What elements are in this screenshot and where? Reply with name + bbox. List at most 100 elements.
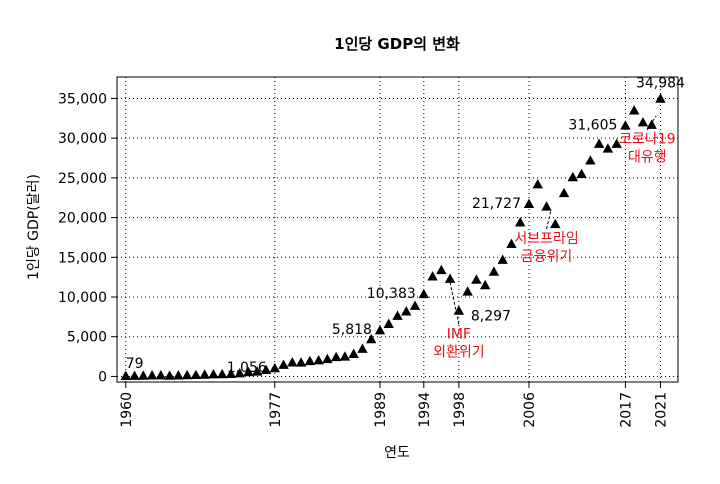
data-point bbox=[646, 119, 657, 129]
data-point bbox=[401, 306, 412, 316]
event-label: 코로나19 bbox=[619, 132, 675, 148]
data-point bbox=[146, 370, 158, 380]
data-point bbox=[252, 366, 263, 376]
event-label: 서브프라임 bbox=[514, 231, 578, 247]
data-point bbox=[593, 138, 605, 148]
x-tick-label: 2006 bbox=[522, 392, 538, 428]
y-tick-label: 30,000 bbox=[58, 131, 107, 147]
data-point bbox=[576, 168, 587, 179]
data-point bbox=[409, 300, 421, 310]
data-point bbox=[392, 310, 403, 320]
data-point bbox=[444, 273, 456, 283]
axes: 0 5,000 10,000 15,000 20,000 25,000 30,000 35,0… bbox=[58, 91, 669, 427]
y-tick-label: 0 bbox=[98, 369, 107, 385]
data-point bbox=[488, 266, 500, 276]
data-point bbox=[138, 370, 149, 380]
data-point bbox=[190, 369, 202, 380]
x-tick-label: 1989 bbox=[373, 392, 389, 428]
value-label: 5,818 bbox=[332, 322, 372, 338]
event-label: 외환위기 bbox=[433, 344, 485, 360]
value-label: 21,727 bbox=[472, 196, 521, 212]
event-label: IMF bbox=[447, 326, 471, 342]
chart-title: 1인당 GDP의 변화 bbox=[334, 35, 460, 53]
y-axis-label: 1인당 GDP(달러) bbox=[26, 174, 42, 280]
data-points bbox=[120, 93, 666, 380]
data-point bbox=[479, 279, 491, 290]
data-point bbox=[620, 120, 631, 130]
x-axis-label: 연도 bbox=[384, 445, 410, 461]
data-point bbox=[155, 370, 167, 380]
annotations: 79 1,056 5,818 10,383 8,297 21,727 31,605 34,98… bbox=[126, 76, 685, 376]
event-leader-line bbox=[646, 115, 657, 130]
data-point bbox=[567, 171, 579, 182]
value-label: 8,297 bbox=[471, 309, 511, 325]
data-point bbox=[436, 264, 447, 275]
data-point bbox=[462, 286, 473, 296]
x-tick-label: 1998 bbox=[452, 392, 468, 428]
x-tick-label: 2021 bbox=[653, 392, 669, 428]
data-point bbox=[348, 348, 359, 359]
value-label: 31,605 bbox=[568, 117, 617, 133]
data-point bbox=[225, 368, 237, 379]
data-point bbox=[330, 351, 342, 362]
data-point bbox=[278, 359, 289, 369]
event-leader-line bbox=[546, 210, 552, 230]
data-point bbox=[181, 369, 193, 380]
y-tick-label: 5,000 bbox=[67, 330, 107, 346]
data-point bbox=[234, 367, 245, 378]
data-point bbox=[164, 370, 175, 380]
data-point bbox=[366, 333, 377, 344]
data-point bbox=[383, 318, 394, 328]
y-tick-label: 10,000 bbox=[58, 290, 107, 306]
x-tick-label: 2017 bbox=[618, 392, 634, 428]
data-point bbox=[304, 355, 316, 366]
data-point bbox=[628, 105, 640, 115]
value-label: 34,984 bbox=[636, 76, 685, 92]
value-label: 10,383 bbox=[367, 286, 416, 302]
x-tick-label: 1960 bbox=[119, 392, 135, 428]
data-point bbox=[655, 93, 666, 103]
data-point bbox=[637, 117, 649, 127]
event-leader-line bbox=[449, 282, 460, 325]
event-label: 금융위기 bbox=[521, 249, 573, 265]
data-point bbox=[558, 187, 570, 198]
grid bbox=[117, 77, 678, 382]
x-tick-label: 1994 bbox=[417, 392, 433, 428]
data-point bbox=[216, 368, 228, 379]
plot-frame bbox=[116, 76, 679, 383]
data-point bbox=[287, 357, 298, 367]
data-point bbox=[497, 254, 508, 264]
y-tick-label: 35,000 bbox=[58, 91, 107, 107]
data-point bbox=[602, 143, 614, 153]
data-point bbox=[374, 325, 386, 335]
value-label: 79 bbox=[126, 356, 144, 372]
data-point bbox=[208, 369, 219, 379]
data-point bbox=[427, 271, 438, 281]
data-point bbox=[357, 343, 368, 353]
data-point bbox=[260, 364, 272, 375]
data-point bbox=[541, 201, 552, 211]
data-point bbox=[173, 370, 184, 380]
value-label: 1,056 bbox=[227, 360, 267, 376]
data-point bbox=[243, 366, 254, 377]
data-point bbox=[585, 155, 596, 165]
x-tick-label: 1977 bbox=[268, 392, 284, 428]
data-point bbox=[532, 179, 543, 189]
data-point bbox=[295, 357, 307, 367]
data-point bbox=[120, 370, 131, 380]
y-tick-label: 15,000 bbox=[58, 250, 107, 266]
data-point bbox=[418, 288, 429, 299]
data-point bbox=[471, 274, 482, 284]
data-point bbox=[199, 369, 210, 379]
y-tick-label: 20,000 bbox=[58, 211, 107, 227]
data-point bbox=[611, 138, 622, 148]
data-point bbox=[515, 217, 526, 227]
data-point bbox=[506, 238, 517, 248]
data-point bbox=[322, 353, 333, 364]
data-point bbox=[339, 351, 351, 361]
data-point bbox=[313, 354, 324, 365]
data-point bbox=[129, 370, 140, 380]
data-point bbox=[550, 218, 561, 229]
